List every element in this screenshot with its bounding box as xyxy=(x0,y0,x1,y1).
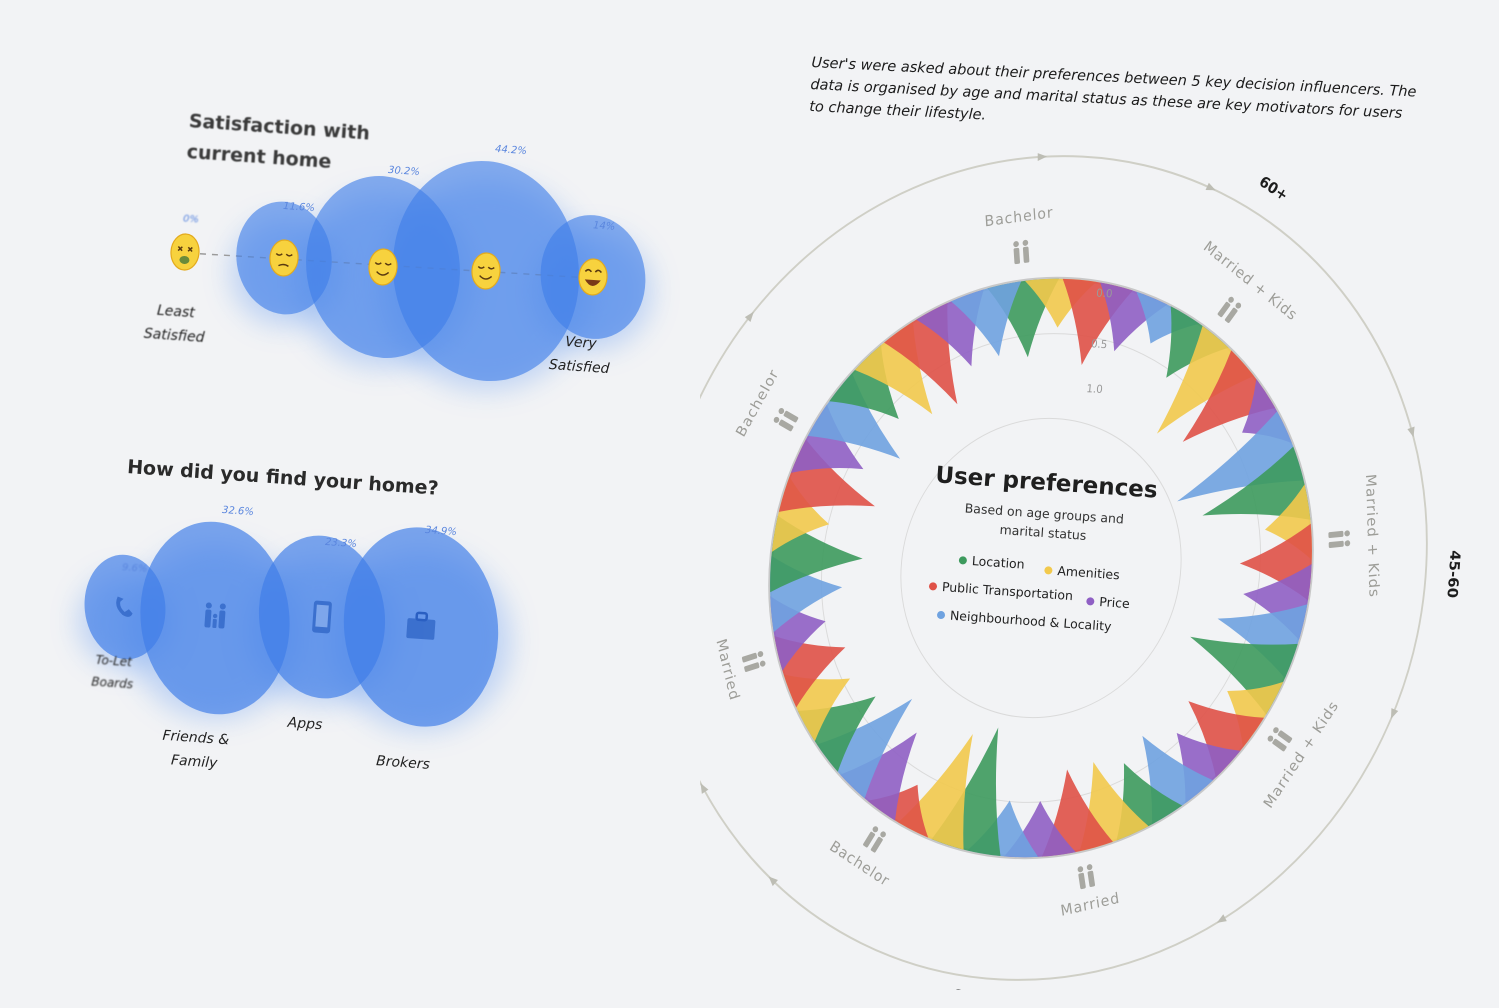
people-icon-5 xyxy=(863,826,886,853)
inner-center-disc xyxy=(900,417,1182,719)
description-text: User's were asked about their preference… xyxy=(808,54,1417,124)
segment-label-5: Bachelor xyxy=(826,838,892,890)
very-satisfied-label: Very Satisfied xyxy=(548,333,610,378)
petal-2-0 xyxy=(1202,446,1311,520)
segment-label-1: Married + Kids xyxy=(1200,239,1300,325)
arc-arrow-7 xyxy=(744,311,754,322)
legend-swatch-1 xyxy=(1044,566,1053,575)
petal-0-4 xyxy=(1136,291,1200,344)
petal-8-4 xyxy=(951,281,1022,357)
briefcase-icon xyxy=(406,611,436,640)
ring-label-2: 1.0 xyxy=(1086,382,1104,396)
arc-arrow-0 xyxy=(1037,153,1048,162)
least-satisfied-label: Least Satisfied xyxy=(143,302,205,347)
petal-5-4 xyxy=(816,698,913,799)
people-icon-4 xyxy=(1077,864,1096,890)
petal-5-3 xyxy=(840,732,917,821)
legend-swatch-2 xyxy=(929,582,938,591)
pensive-face-icon xyxy=(269,239,299,277)
legend-item-0: Location xyxy=(958,553,1025,572)
petal-7-4 xyxy=(807,372,901,459)
people-icon-2 xyxy=(1328,530,1351,548)
outer-arc-ring xyxy=(700,155,1428,981)
mobile-icon xyxy=(312,600,332,634)
legend-label-0: Location xyxy=(971,553,1025,572)
petal-1-2 xyxy=(1182,350,1276,442)
find-pct-2: 23.3% xyxy=(324,536,358,551)
segment-label-3: Married + Kids xyxy=(1261,698,1342,811)
segment-label-6: Married xyxy=(713,637,742,703)
ring-label-0: 0.0 xyxy=(1096,286,1114,300)
to-let-boards-label: To-Let Boards xyxy=(90,652,134,692)
age-label-1: 60+ xyxy=(1256,174,1291,205)
find-pct-0: 9.6% xyxy=(121,562,148,575)
arc-arrow-6 xyxy=(700,783,709,794)
apps-label: Apps xyxy=(287,714,323,734)
sat-pct-4: 14% xyxy=(592,220,616,233)
legend-item-3: Price xyxy=(1086,594,1131,611)
family-icon xyxy=(204,602,226,629)
arc-arrow-4 xyxy=(1216,914,1227,923)
people-icon-6 xyxy=(741,651,766,672)
legend-label-3: Price xyxy=(1099,594,1131,611)
petal-3-2 xyxy=(1188,701,1264,778)
age-label-2: 45-60 xyxy=(1444,550,1463,598)
people-icon-1 xyxy=(1217,296,1242,323)
segment-label-0: Bachelor xyxy=(984,205,1054,231)
satisfaction-bubble-chart xyxy=(77,160,653,731)
phone-icon xyxy=(116,596,133,617)
sat-pct-1: 11.6% xyxy=(282,200,316,215)
radial-preferences-chart: 0.0 0.5 1.0 Bachelor Married + Kids Married … xyxy=(700,150,1463,990)
people-icon-7 xyxy=(773,408,799,432)
age-label-3: 30-44 xyxy=(953,988,1000,990)
segment-label-7: Bachelor xyxy=(734,367,783,440)
smiling-face-icon xyxy=(471,252,501,290)
legend-swatch-0 xyxy=(958,556,967,565)
segment-label-2: Married + Kids xyxy=(1362,473,1381,598)
relieved-face-icon xyxy=(368,248,398,286)
petal-1-0 xyxy=(1166,306,1229,378)
legend-label-1: Amenities xyxy=(1057,563,1120,582)
sat-pct-2: 30.2% xyxy=(387,164,421,179)
friends-family-label: Friends & Family xyxy=(161,727,230,772)
sick-face-icon xyxy=(170,233,200,271)
arc-arrow-3 xyxy=(1390,708,1399,719)
radial-subtitle-2: marital status xyxy=(999,522,1087,543)
ring-label-1: 0.5 xyxy=(1090,337,1108,351)
age-label-0: 17-21 xyxy=(940,150,987,154)
find-pct-1: 32.6% xyxy=(221,504,255,519)
sat-pct-3: 44.2% xyxy=(494,143,528,158)
legend-item-1: Amenities xyxy=(1044,563,1120,582)
legend-swatch-3 xyxy=(1086,597,1095,606)
petal-7-3 xyxy=(790,404,864,473)
sat-pct-0: 0% xyxy=(182,213,200,226)
segment-label-4: Married xyxy=(1060,890,1122,920)
arc-arrow-5 xyxy=(768,876,778,887)
legend-swatch-4 xyxy=(937,610,946,619)
arc-arrow-1 xyxy=(1205,182,1216,191)
grinning-face-icon xyxy=(578,258,608,296)
brokers-label: Brokers xyxy=(375,753,431,773)
find-pct-3: 34.9% xyxy=(424,524,458,539)
arc-arrow-2 xyxy=(1407,426,1415,438)
people-icon-0 xyxy=(1013,239,1030,265)
people-icon-3 xyxy=(1267,727,1293,752)
petal-1-1 xyxy=(1156,325,1254,434)
